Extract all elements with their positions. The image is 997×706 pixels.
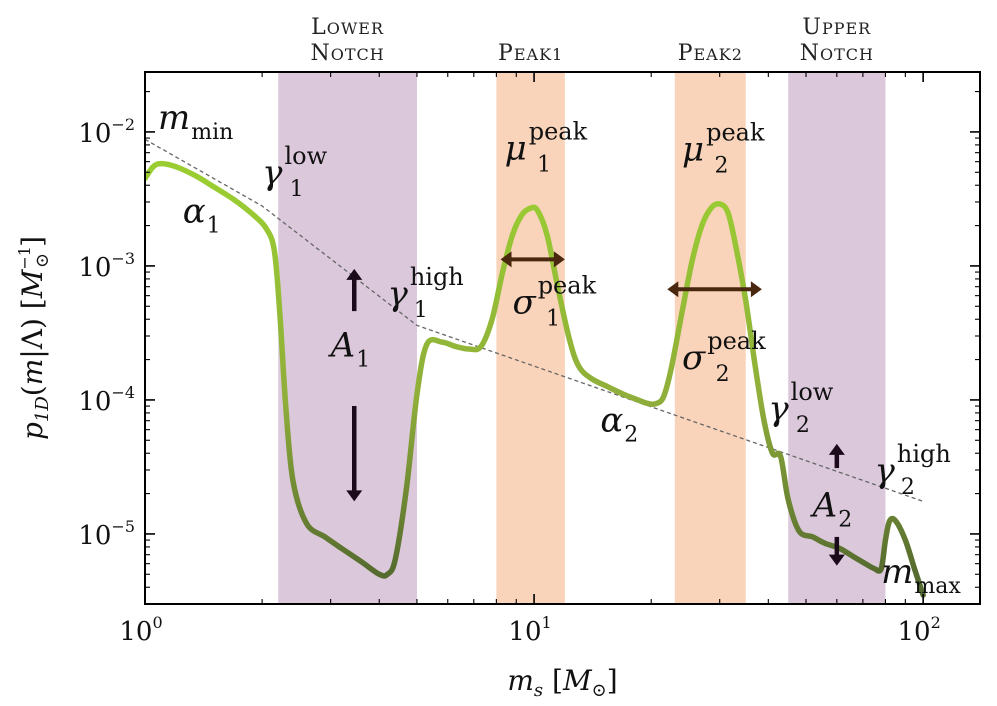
- x-tick-label-0: 100: [119, 613, 162, 647]
- tick-label-layer: 100 101 102 10−2 10−3 10−4 10−5: [78, 115, 940, 647]
- band-label-2-0: PEAK2: [678, 41, 743, 66]
- arrow-1-head-left: [667, 281, 679, 298]
- band-label-0-1: NOTCH: [310, 41, 384, 66]
- band-label-1-0: PEAK1: [498, 41, 563, 66]
- band-label-3-0: UPPER: [802, 15, 871, 40]
- y-tick-label-0: 10−2: [78, 115, 135, 149]
- annotation-A1: A1: [328, 326, 371, 373]
- annotation-gamma2high: γhigh 2: [875, 440, 951, 500]
- annotation-A2: A2: [810, 485, 853, 532]
- annotation-mmin: mmin: [158, 98, 233, 145]
- annotation-gamma1high: γhigh 1: [387, 263, 463, 323]
- band-1: [496, 72, 565, 604]
- band-layer: [278, 72, 886, 604]
- annotation-mmax: mmax: [881, 552, 961, 599]
- annotation-sigma2: σpeak 2: [682, 327, 766, 387]
- x-axis-title: ms [M⊙]: [507, 664, 617, 701]
- arrow-3-head: [346, 490, 363, 502]
- y-axis-title: p1D(m|Λ) [M−1⊙]: [15, 236, 53, 440]
- arrow-5-head: [828, 554, 845, 566]
- band-2: [674, 72, 746, 604]
- y-tick-label-2: 10−4: [78, 383, 135, 417]
- annotation-mu1: μpeak 1: [505, 118, 588, 178]
- x-tick-label-1: 101: [508, 613, 551, 647]
- distribution-curve: [145, 160, 926, 598]
- arrow-0-head-left: [500, 251, 512, 268]
- annotation-mu2: μpeak 2: [682, 119, 765, 179]
- x-tick-label-2: 102: [898, 613, 941, 647]
- annotation-layer: mmin α1 γlow 1 γhigh 1 A1 μpeak 1 σpeak 1 μpeak 2 σpe…: [158, 98, 961, 599]
- band-label-0-0: LOWER: [311, 15, 384, 40]
- arrow-1-head-right: [750, 281, 762, 298]
- y-tick-label-3: 10−5: [78, 517, 135, 551]
- axis-title-layer: ms [M⊙] p1D(m|Λ) [M−1⊙]: [15, 236, 618, 701]
- annotation-gamma2low: γlow 2: [768, 378, 833, 438]
- plot-frame: [144, 71, 981, 605]
- band-label-3-1: NOTCH: [800, 41, 874, 66]
- reference-line: [145, 138, 924, 502]
- annotation-alpha1: α1: [183, 192, 221, 239]
- arrow-2-head: [346, 268, 363, 280]
- curve-layer: [145, 160, 926, 598]
- arrow-4-head: [828, 443, 845, 455]
- band-3: [788, 72, 886, 604]
- tick-layer: [144, 72, 980, 605]
- annotation-gamma1low: γlow 1: [262, 142, 327, 202]
- annotation-sigma1: σpeak 1: [512, 272, 596, 332]
- arrow-0-head-right: [553, 251, 565, 268]
- annotation-alpha2: α2: [600, 401, 638, 448]
- reference-line-layer: [145, 138, 924, 502]
- y-tick-label-1: 10−3: [78, 249, 135, 283]
- arrow-layer: [346, 251, 845, 566]
